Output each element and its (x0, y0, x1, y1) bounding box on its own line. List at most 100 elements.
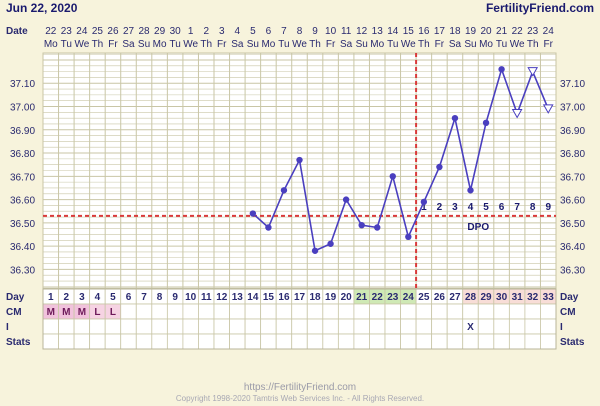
stats-cell (540, 333, 557, 350)
temperature-line (252, 66, 549, 252)
cycle-day-label: 3 (79, 292, 85, 303)
stats-cell (431, 333, 448, 350)
cm-cell (508, 303, 526, 320)
weekday-tick-label: Sa (449, 39, 462, 50)
dpo-number: 3 (452, 202, 458, 213)
weekday-tick-label: We (401, 39, 416, 50)
date-tick-label: 17 (434, 26, 446, 37)
cycle-day-label: 28 (465, 292, 477, 303)
stats-cell (384, 333, 401, 350)
i-cell (524, 318, 541, 335)
y-tick-label-right: 36.30 (560, 265, 585, 276)
stats-cell (353, 333, 370, 350)
weekday-tick-label: Su (464, 39, 476, 50)
date-tick-label: 14 (387, 26, 399, 37)
weekday-tick-label: Fr (217, 39, 227, 50)
weekday-tick-label: We (74, 39, 89, 50)
cycle-day-label: 17 (294, 292, 306, 303)
weekday-tick-label: Fr (108, 39, 118, 50)
temperature-point (405, 233, 412, 241)
i-cell (415, 318, 433, 335)
date-tick-label: 25 (92, 26, 104, 37)
temperature-point (249, 210, 257, 217)
temperature-point (296, 156, 303, 164)
stats-cell (415, 333, 433, 350)
date-tick-label: 15 (403, 26, 415, 37)
weekday-tick-label: We (510, 39, 525, 50)
weekday-tick-label: Su (356, 39, 368, 50)
temperature-point (311, 247, 319, 254)
y-tick-label-right: 36.80 (560, 149, 585, 160)
cycle-day-label: 26 (434, 292, 446, 303)
y-tick-label-right: 36.50 (560, 219, 585, 230)
dpo-number: 7 (514, 202, 520, 213)
cycle-day-label: 33 (543, 292, 555, 303)
stats-cell (182, 333, 199, 350)
i-cell (540, 318, 557, 335)
temperature-point (482, 119, 490, 127)
date-tick-label: 23 (527, 26, 539, 37)
cm-cell (120, 303, 137, 320)
i-cell (446, 318, 464, 335)
date-tick-label: 5 (250, 26, 256, 37)
weekday-tick-label: Fr (544, 39, 554, 50)
i-cell (369, 318, 386, 335)
date-tick-label: 27 (123, 26, 135, 37)
stats-cell (322, 333, 339, 350)
stats-cell (89, 333, 106, 350)
date-tick-label: 19 (465, 26, 477, 37)
row-label-left: CM (6, 307, 22, 318)
date-tick-label: 12 (356, 26, 368, 37)
row-label-right: Stats (560, 337, 585, 348)
y-tick-label-left: 36.60 (10, 196, 35, 207)
y-tick-label-left: 36.80 (10, 149, 35, 160)
i-cell (260, 318, 277, 335)
weekday-tick-label: Mo (44, 39, 58, 50)
stats-cell (151, 333, 168, 350)
date-tick-label: 11 (341, 26, 352, 37)
date-tick-label: 23 (61, 26, 73, 37)
dpo-number: 9 (545, 202, 551, 213)
weekday-tick-label: Sa (122, 39, 135, 50)
cm-cell (493, 303, 510, 320)
cm-cell (291, 303, 308, 320)
cycle-day-label: 23 (387, 292, 399, 303)
cycle-day-label: 14 (247, 292, 259, 303)
i-cell (306, 318, 324, 335)
temperature-point (436, 163, 443, 171)
i-cell (229, 318, 246, 335)
cm-cell (431, 303, 448, 320)
weekday-tick-label: Fr (435, 39, 445, 50)
temperature-point (374, 224, 381, 231)
cycle-day-label: 31 (512, 292, 524, 303)
i-cell (213, 318, 230, 335)
i-cell (198, 318, 215, 335)
i-cell (120, 318, 137, 335)
i-cell (73, 318, 91, 335)
date-tick-label: 29 (154, 26, 166, 37)
stats-cell (493, 333, 510, 350)
cycle-day-label: 1 (48, 292, 54, 303)
dpo-number: 1 (421, 202, 427, 213)
stats-cell (73, 333, 91, 350)
weekday-tick-label: We (183, 39, 198, 50)
i-cell (58, 318, 75, 335)
stats-cell (120, 333, 137, 350)
i-cell (400, 318, 417, 335)
i-cell (508, 318, 526, 335)
cm-cell (275, 303, 293, 320)
i-cell (244, 318, 262, 335)
weekday-tick-label: We (292, 39, 307, 50)
stats-cell (337, 333, 355, 350)
temperature-point (265, 224, 272, 231)
i-cell (337, 318, 355, 335)
stats-cell (477, 333, 495, 350)
cm-cell (446, 303, 464, 320)
cycle-day-label: 20 (341, 292, 353, 303)
cm-cell (524, 303, 541, 320)
i-cell (275, 318, 293, 335)
footer-url[interactable]: https://FertilityFriend.com (244, 382, 356, 393)
cycle-day-label: 29 (480, 292, 492, 303)
